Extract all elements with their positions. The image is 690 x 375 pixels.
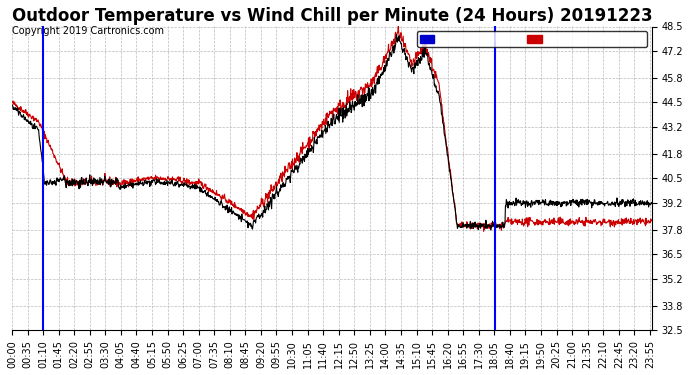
Text: Copyright 2019 Cartronics.com: Copyright 2019 Cartronics.com (12, 27, 164, 36)
Title: Outdoor Temperature vs Wind Chill per Minute (24 Hours) 20191223: Outdoor Temperature vs Wind Chill per Mi… (12, 7, 652, 25)
Legend: Wind Chill (°F), Temperature (°F): Wind Chill (°F), Temperature (°F) (417, 32, 647, 47)
